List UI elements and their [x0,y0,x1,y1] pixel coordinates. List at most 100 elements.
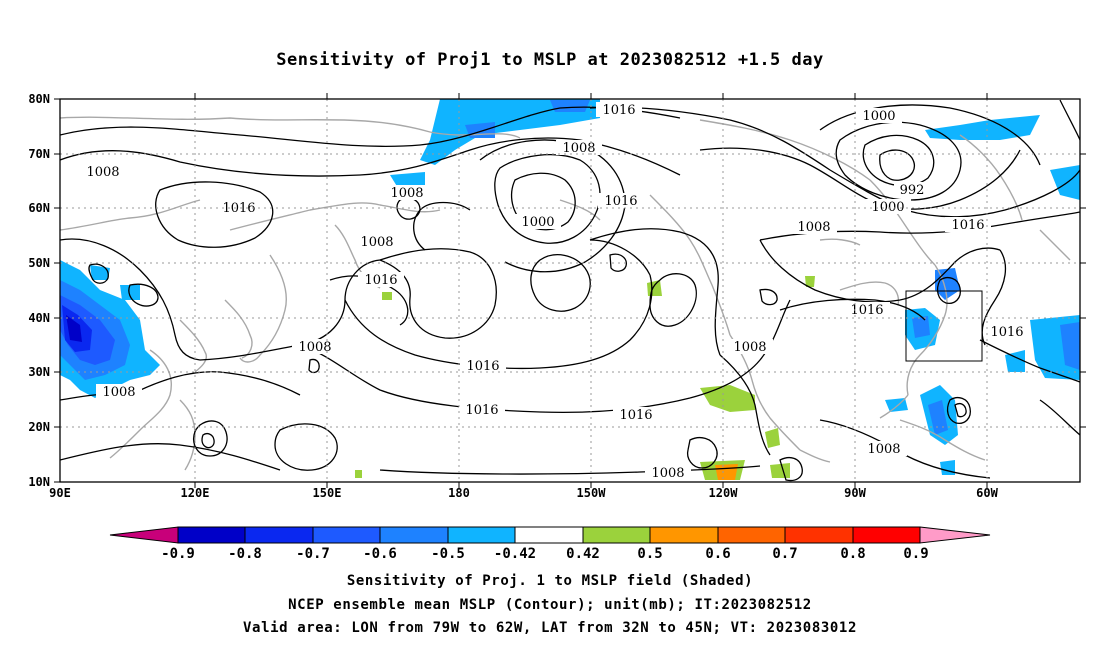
contour-label: 1016 [358,272,404,288]
lon-label: 180 [448,486,470,500]
contour-label: 1008 [727,339,773,355]
plot-frame [59,98,1081,483]
svg-text:1016: 1016 [602,103,635,118]
colorbar-cell [244,526,314,544]
colorbar-cell [649,526,719,544]
colorbar-label: 0.9 [903,546,928,562]
colorbar [109,526,991,544]
svg-text:992: 992 [900,183,925,198]
lat-label: 30N [28,365,50,379]
lon-label: 90E [49,486,71,500]
contour-label: 1016 [596,102,642,118]
caption-line-2: NCEP ensemble mean MSLP (Contour); unit(… [288,597,812,613]
contour-label: 992 [894,182,930,198]
colorbar-cell [177,526,246,544]
lat-label: 70N [28,147,50,161]
mslp-contours [60,99,1080,482]
shade-negative-greenland2 [1050,165,1080,200]
svg-text:1016: 1016 [466,359,499,374]
lat-label: 10N [28,475,50,489]
shade-positive-np2 [382,292,392,300]
svg-text:1016: 1016 [364,273,397,288]
svg-text:1008: 1008 [298,340,331,355]
svg-text:1016: 1016 [951,218,984,233]
lon-label: 120W [709,486,739,500]
shade-positive-pac-core [715,464,738,480]
shade-negative-greenland [925,115,1040,140]
colorbar-triangle-right [919,526,991,544]
shade-positive-pac2 [770,463,790,478]
shade-negative-south [940,460,955,475]
colorbar-label: 0.42 [566,546,600,562]
contour-label: 1008 [791,219,837,235]
contour-label: 1008 [354,234,400,250]
lat-label: 40N [28,311,50,325]
lat-label: 20N [28,420,50,434]
lon-label: 150E [313,486,342,500]
svg-text:1008: 1008 [733,340,766,355]
shade-positive-npac [647,280,662,296]
lon-label: 60W [976,486,998,500]
svg-text:1008: 1008 [651,466,684,481]
coastlines [60,116,1071,471]
colorbar-cell [717,526,786,544]
map-title: Sensitivity of Proj1 to MSLP at 20230825… [276,50,824,70]
contour-label: 1008 [292,339,338,355]
contour-label: 1016 [984,324,1030,340]
shade-negative-carib-core [928,400,948,435]
colorbar-label: 0.5 [637,546,662,562]
contour-label: 1016 [945,217,991,233]
svg-text:1016: 1016 [990,325,1023,340]
contour-label: 1016 [459,402,505,418]
colorbar-label: -0.6 [363,546,397,562]
colorbar-cell [379,526,449,544]
colorbar-label: -0.9 [161,546,195,562]
lon-label: 120E [181,486,210,500]
colorbar-cell [784,526,854,544]
contour-label: 1016 [844,302,890,318]
contour-label: 1000 [865,199,911,215]
contour-label: 1008 [96,384,142,400]
colorbar-cell [582,526,651,544]
svg-text:1016: 1016 [465,403,498,418]
shade-negative-arctic [420,99,600,165]
colorbar-triangle-left [109,526,179,544]
colorbar-label: -0.7 [296,546,330,562]
shade-negative-india [90,265,110,280]
colorbar-label: 0.8 [840,546,865,562]
shade-negative-arctic-core2 [550,100,590,112]
lon-label: 90W [844,486,866,500]
svg-text:1008: 1008 [360,235,393,250]
svg-text:1008: 1008 [562,141,595,156]
colorbar-label: 0.6 [705,546,730,562]
lat-label: 50N [28,256,50,270]
contour-label: 1008 [556,140,602,156]
svg-text:1016: 1016 [222,201,255,216]
colorbar-labels: -0.9 -0.8 -0.7 -0.6 -0.5 -0.42 0.42 0.5 … [161,546,929,562]
contour-label: 1008 [384,185,430,201]
svg-text:1016: 1016 [619,408,652,423]
contour-label: 1008 [80,164,126,180]
shade-positive-mexico2 [765,428,780,448]
lon-label: 150W [577,486,607,500]
colorbar-cell [447,526,516,544]
contour-labels: 1016 1008 1000 1008 1016 1008 1016 1008 … [80,102,1030,481]
shade-positive-mexico [700,385,755,412]
colorbar-label: -0.8 [228,546,262,562]
svg-text:1016: 1016 [604,194,637,209]
tick-marks [54,93,1086,488]
longitude-labels: 90E 120E 150E 180 150W 120W 90W 60W [49,486,998,500]
contour-label: 1008 [645,465,691,481]
colorbar-cell [312,526,381,544]
svg-text:1008: 1008 [867,442,900,457]
lat-label: 80N [28,92,50,106]
shade-negative-gulf [885,398,908,412]
contour-label: 1008 [861,441,907,457]
contour-label: 1000 [856,108,902,124]
sensitivity-shading [60,99,1080,480]
svg-text:1008: 1008 [86,165,119,180]
svg-text:1000: 1000 [862,109,895,124]
colorbar-label: 0.7 [772,546,797,562]
caption-line-3: Valid area: LON from 79W to 62W, LAT fro… [243,620,857,636]
svg-text:1008: 1008 [797,220,830,235]
